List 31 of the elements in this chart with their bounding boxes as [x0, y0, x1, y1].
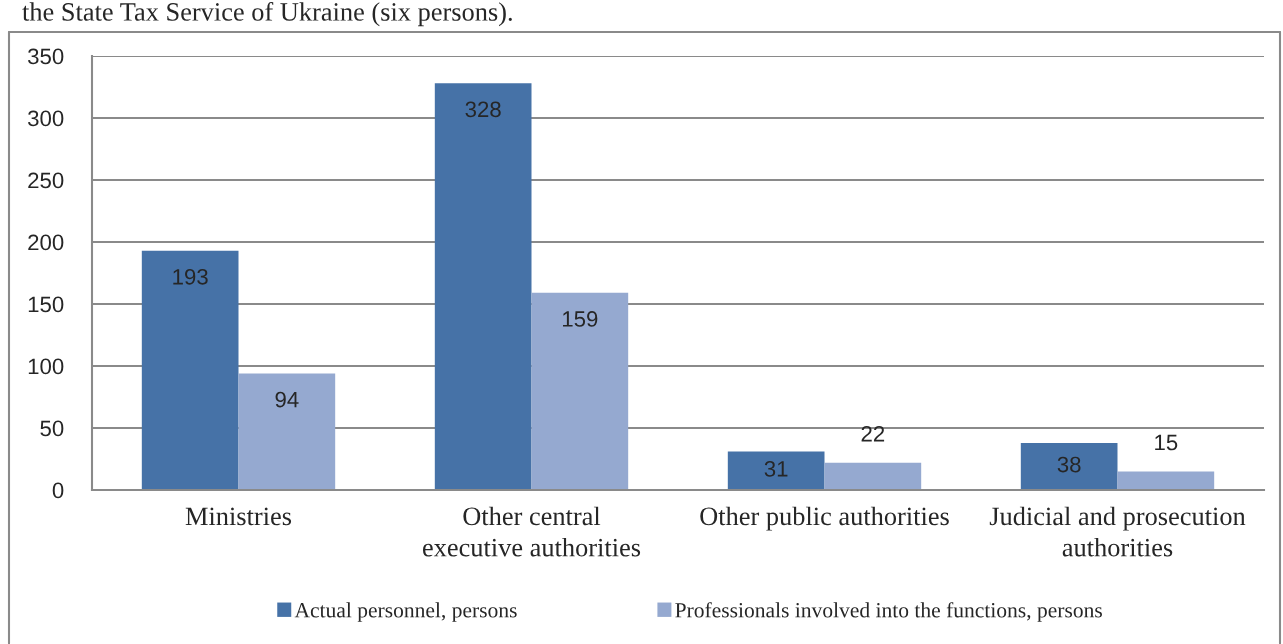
bar — [727, 451, 825, 490]
bar — [531, 292, 629, 490]
data-label: 328 — [465, 101, 501, 118]
y-tick-label: 50 — [40, 420, 64, 437]
data-label: 38 — [1057, 456, 1081, 473]
data-label: 193 — [173, 268, 208, 285]
text: the State Tax Service of Ukraine (six persons). — [22, 2, 512, 27]
bar — [141, 250, 239, 490]
x-tick-label: Judicial and prosecution authorities — [989, 506, 1246, 557]
x-tick-label: Ministries — [185, 507, 292, 526]
y-tick-label: 250 — [28, 172, 64, 189]
x-tick-label: Other central executive authorities — [422, 506, 641, 557]
bar — [434, 83, 532, 490]
y-tick-label: 300 — [28, 110, 64, 127]
data-label: 15 — [1155, 434, 1178, 451]
bar — [238, 373, 336, 490]
bar — [824, 462, 922, 490]
y-tick-label: 200 — [28, 234, 64, 251]
y-tick-label: 150 — [28, 296, 64, 313]
data-label: 159 — [563, 311, 598, 327]
y-tick-label: 100 — [28, 358, 64, 375]
data-label: 94 — [275, 391, 299, 408]
legend-label: Professionals involved into the functions, persons — [675, 602, 1102, 622]
legend-label: Actual personnel, persons — [294, 602, 517, 622]
bar — [1117, 471, 1215, 490]
bar — [1020, 442, 1118, 490]
data-label: 31 — [764, 461, 788, 477]
x-tick-label: Other public authorities — [700, 506, 949, 531]
data-label: 22 — [861, 425, 885, 442]
y-tick-label: 350 — [28, 48, 64, 65]
y-tick-label: 0 — [52, 482, 64, 499]
